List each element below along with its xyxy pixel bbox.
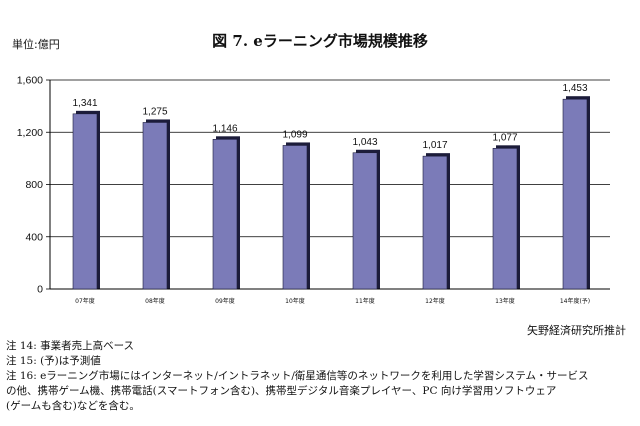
footnote-line: 注 15: (予)は予測値 xyxy=(6,355,101,367)
bar xyxy=(72,113,98,290)
x-tick-label: 09年度 xyxy=(215,297,235,305)
x-tick-label: 11年度 xyxy=(355,297,375,305)
value-label: 1,017 xyxy=(422,140,447,151)
chart-title: 図 7. eラーニング市場規模推移 xyxy=(212,32,428,50)
x-tick-label: 07年度 xyxy=(75,297,95,305)
unit-label: 単位:億円 xyxy=(12,38,60,51)
bar xyxy=(422,155,448,290)
value-label: 1,453 xyxy=(562,83,587,94)
footnote-line: の他、携帯ゲーム機、携帯電話(スマートフォン含む)、携帯型デジタル音楽プレイヤー… xyxy=(6,385,557,397)
gridlines xyxy=(50,79,610,238)
y-tick-labels: 0 400 800 1,200 1,600 xyxy=(17,75,43,296)
y-tick-label: 1,600 xyxy=(17,75,43,87)
bar xyxy=(352,152,378,290)
bar xyxy=(492,148,518,290)
bar xyxy=(562,98,588,290)
footnote-line: 注 16: eラーニング市場にはインターネット/イントラネット/衛星通信等のネッ… xyxy=(6,370,589,382)
y-tick-label: 800 xyxy=(25,179,43,191)
y-tick-label: 1,200 xyxy=(17,127,43,139)
x-tick-label: 12年度 xyxy=(425,297,445,305)
value-label: 1,099 xyxy=(282,129,307,140)
bar xyxy=(282,145,308,290)
x-tick-label: 14年度(予) xyxy=(560,297,590,305)
value-labels: 1,341 1,275 1,146 1,099 1,043 1,017 1,077 1,453 xyxy=(72,83,587,151)
value-label: 1,341 xyxy=(72,98,97,109)
y-tick-label: 400 xyxy=(25,231,43,243)
x-tick-label: 10年度 xyxy=(285,297,305,305)
y-tick-label: 0 xyxy=(37,284,43,296)
footnote-line: 注 14: 事業者売上高ベース xyxy=(6,340,135,352)
x-tick-label: 08年度 xyxy=(145,297,165,305)
source-credit: 矢野経済研究所推計 xyxy=(527,324,626,337)
value-label: 1,077 xyxy=(492,132,517,143)
bars xyxy=(72,96,590,290)
value-label: 1,275 xyxy=(142,106,167,117)
footnote-line: (ゲームも含む)などを含む。 xyxy=(6,400,140,412)
bar xyxy=(142,122,168,290)
x-tick-labels: 07年度 08年度 09年度 10年度 11年度 12年度 13年度 14年度(予) xyxy=(75,297,590,305)
value-label: 1,043 xyxy=(352,137,377,148)
x-tick-label: 13年度 xyxy=(495,297,515,305)
footnotes: 注 14: 事業者売上高ベース 注 15: (予)は予測値 注 16: eラーニ… xyxy=(6,339,636,414)
bar xyxy=(212,139,238,290)
value-label: 1,146 xyxy=(212,123,237,134)
